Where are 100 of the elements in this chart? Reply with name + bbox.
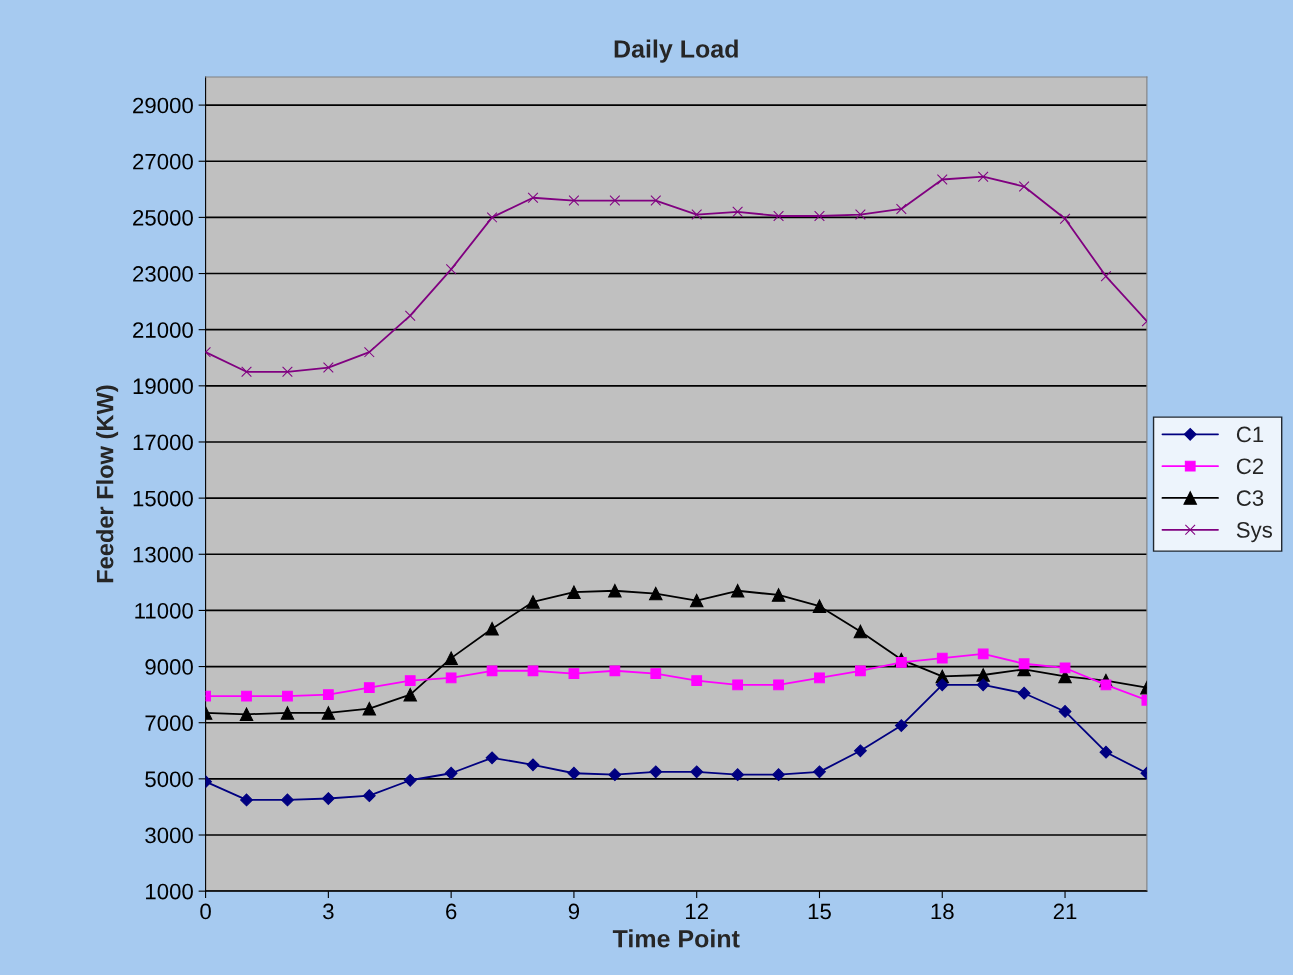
point: [649, 765, 663, 779]
point: [363, 682, 375, 693]
point: [526, 758, 540, 772]
x-axis-title: Time Point: [612, 929, 740, 948]
point: [813, 765, 826, 779]
point: [773, 679, 784, 691]
y-tick-label: 5000: [145, 771, 193, 788]
point: [485, 621, 499, 636]
y-tick-label: 11000: [135, 602, 193, 619]
y-axis-title: Feeder Flow (KW): [96, 385, 119, 583]
point: [567, 585, 581, 599]
point: [445, 263, 457, 275]
x-tick-label: 21: [1053, 903, 1077, 920]
point: [650, 195, 662, 206]
point: [240, 793, 253, 807]
point: [731, 768, 745, 782]
point: [282, 690, 293, 702]
y-tick-label: 19000: [133, 378, 193, 395]
point: [362, 789, 376, 803]
point: [814, 210, 825, 222]
point: [1099, 745, 1113, 759]
point: [895, 203, 907, 215]
y-tick-label: 17000: [133, 434, 193, 451]
y-tick-label: 3000: [145, 827, 193, 844]
point: [486, 665, 498, 677]
point: [1017, 686, 1031, 700]
point: [322, 362, 334, 373]
point: [404, 310, 416, 322]
point: [691, 209, 703, 220]
point: [241, 690, 252, 702]
point: [608, 768, 622, 782]
point: [444, 766, 458, 780]
point: [1018, 658, 1030, 670]
point: [608, 584, 622, 598]
point: [568, 195, 580, 206]
point: [894, 719, 908, 732]
point: [649, 586, 663, 601]
point: [403, 687, 417, 702]
point: [977, 648, 989, 660]
x-tick-label: 6: [446, 903, 457, 920]
point: [486, 212, 498, 223]
point: [773, 210, 784, 222]
y-tick-label: 13000: [133, 546, 193, 563]
point: [935, 678, 949, 692]
point: [772, 768, 785, 782]
point: [1059, 213, 1071, 225]
y-tick-label: 27000: [133, 153, 193, 170]
point: [936, 652, 948, 664]
point: [1018, 181, 1030, 192]
point: [609, 195, 621, 206]
legend-label: C2: [1236, 458, 1264, 475]
point: [812, 599, 827, 613]
x-tick-label: 18: [931, 903, 954, 920]
point: [690, 765, 704, 779]
point: [280, 706, 295, 720]
point: [281, 793, 294, 807]
point: [322, 689, 334, 701]
y-tick-label: 15000: [133, 490, 193, 507]
point: [814, 672, 825, 684]
y-tick-label: 23000: [133, 266, 193, 282]
point: [730, 584, 745, 598]
x-tick-label: 9: [568, 903, 580, 920]
point: [241, 366, 252, 378]
legend-label: Sys: [1236, 522, 1273, 543]
point: [363, 346, 375, 358]
point: [445, 672, 457, 684]
point: [689, 593, 704, 608]
point: [732, 206, 744, 218]
point: [444, 651, 458, 665]
point: [321, 706, 336, 720]
point: [485, 751, 499, 765]
x-tick-label: 12: [686, 903, 708, 920]
point: [977, 171, 989, 183]
point: [1058, 705, 1072, 718]
x-tick-label: 3: [323, 903, 334, 920]
point: [527, 192, 539, 204]
point: [1100, 270, 1112, 282]
y-tick-label: 1000: [146, 883, 193, 900]
chart-title: Daily Load: [614, 39, 738, 63]
point: [895, 656, 907, 668]
point: [527, 665, 539, 677]
y-tick-label: 21000: [133, 322, 193, 338]
point: [282, 366, 293, 378]
legend-label: C3: [1236, 490, 1264, 506]
point: [855, 209, 866, 220]
point: [771, 588, 786, 602]
point: [976, 678, 990, 692]
point: [936, 174, 948, 185]
point: [567, 766, 581, 780]
point: [691, 675, 703, 686]
x-tick-label: 15: [808, 903, 831, 920]
point: [855, 665, 866, 677]
point: [853, 744, 867, 758]
y-tick-label: 9000: [145, 659, 193, 675]
point: [609, 665, 621, 677]
point: [853, 624, 868, 639]
point: [403, 773, 417, 787]
legend-label: C1: [1236, 426, 1264, 443]
point: [321, 792, 335, 805]
point: [650, 668, 662, 679]
